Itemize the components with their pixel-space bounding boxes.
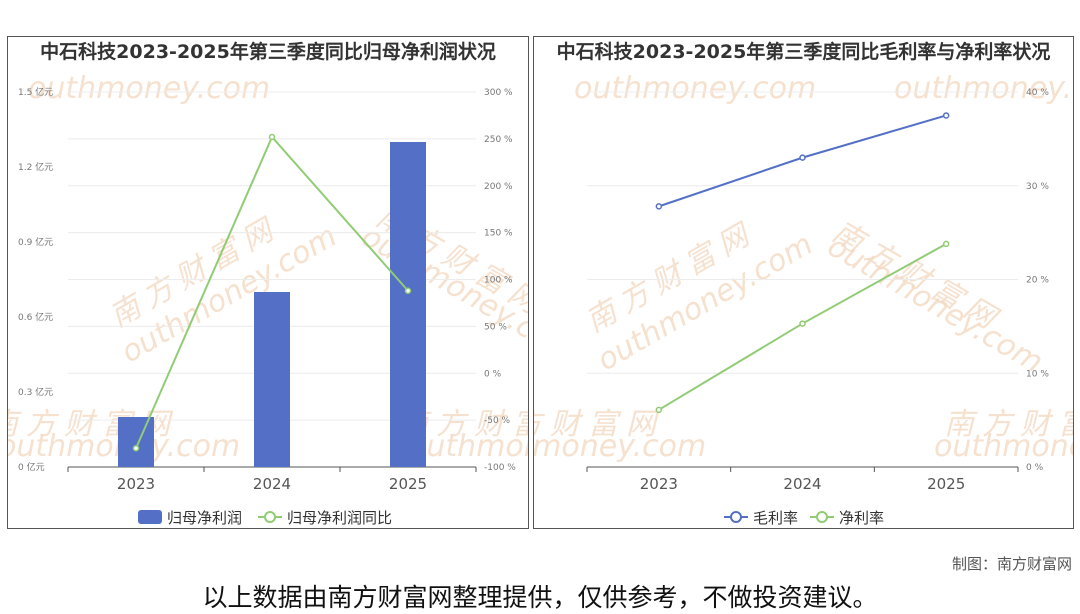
x-tick-label: 2024 <box>783 475 821 493</box>
x-tick-label: 2025 <box>389 475 427 493</box>
y-right-tick-label: 150 % <box>484 229 513 239</box>
x-tick-label: 2024 <box>253 475 291 493</box>
bar-归母净利润 <box>254 292 290 467</box>
y-right-tick-label: 250 % <box>484 135 513 145</box>
y-right-tick-label: 50 % <box>484 322 507 332</box>
y-left-tick-label: 0.3 亿元 <box>18 386 53 398</box>
x-tick-label: 2023 <box>640 475 678 493</box>
legend-label: 毛利率 <box>753 509 798 527</box>
legend-swatch-marker <box>730 511 742 523</box>
legend-label: 归母净利润同比 <box>287 509 392 527</box>
series-line-净利率 <box>658 243 947 411</box>
point-净利率 <box>942 240 950 248</box>
y-right-tick-label: -50 % <box>484 416 511 426</box>
legend-swatch-marker <box>264 511 276 523</box>
chart-title: 中石科技2023-2025年第三季度同比毛利率与净利率状况 <box>556 41 1051 63</box>
legend-label: 归母净利润 <box>167 509 242 527</box>
point-净利率 <box>655 406 663 414</box>
point-毛利率 <box>942 112 950 119</box>
y-left-tick-label: 0.9 亿元 <box>18 236 53 248</box>
point-毛利率 <box>799 154 806 161</box>
point-毛利率 <box>655 203 663 210</box>
chart-credit: 制图：南方财富网 <box>951 555 1072 573</box>
y-right-tick-label: 20 % <box>1026 276 1049 286</box>
bar-归母净利润 <box>118 417 154 467</box>
y-right-tick-label: -100 % <box>484 463 516 473</box>
y-right-tick-label: 100 % <box>484 276 513 286</box>
y-left-tick-label: 1.5 亿元 <box>18 86 53 98</box>
legend-swatch-bar <box>138 510 162 524</box>
right-chart-panel: outhmoney.com outhmoney.com 南方财富网 outhmo… <box>533 36 1074 529</box>
y-right-tick-label: 200 % <box>484 182 513 192</box>
y-right-tick-label: 0 % <box>1026 463 1044 473</box>
x-tick-label: 2025 <box>927 475 965 493</box>
left-chart-panel: 南方财富网 outhmoney.com 南方财富网 outhmoney.com … <box>7 36 529 529</box>
point-净利率 <box>799 320 806 327</box>
y-right-tick-label: 30 % <box>1026 182 1049 192</box>
legend-swatch-marker <box>816 511 828 523</box>
chart-title: 中石科技2023-2025年第三季度同比归母净利润状况 <box>40 41 496 63</box>
left-chart-svg: 0 亿元 0.3 亿元 0.6 亿元 0.9 亿元 1.2 亿元 1.5 亿元 -100 %… <box>18 86 516 527</box>
x-tick-label: 2023 <box>117 475 155 493</box>
series-line-毛利率 <box>658 114 947 208</box>
point-归母净利润同比 <box>268 133 276 141</box>
point-归母净利润同比 <box>132 445 140 452</box>
legend-label: 净利率 <box>839 509 884 527</box>
y-left-tick-label: 0.6 亿元 <box>18 311 53 323</box>
y-right-tick-label: 10 % <box>1026 369 1049 379</box>
bar-归母净利润 <box>390 142 426 467</box>
y-right-tick-label: 40 % <box>1026 88 1049 98</box>
right-chart-svg: 0 % 10 % 20 % 30 % 40 % 2023 2024 2025 毛利率 净利率 <box>586 88 1049 527</box>
disclaimer-text: 以上数据由南方财富网整理提供，仅供参考，不做投资建议。 <box>202 583 878 612</box>
y-right-tick-label: 0 % <box>484 369 502 379</box>
y-left-tick-label: 0 亿元 <box>18 461 45 473</box>
y-left-tick-label: 1.2 亿元 <box>18 161 53 173</box>
point-归母净利润同比 <box>404 287 412 294</box>
y-right-tick-label: 300 % <box>484 88 513 98</box>
